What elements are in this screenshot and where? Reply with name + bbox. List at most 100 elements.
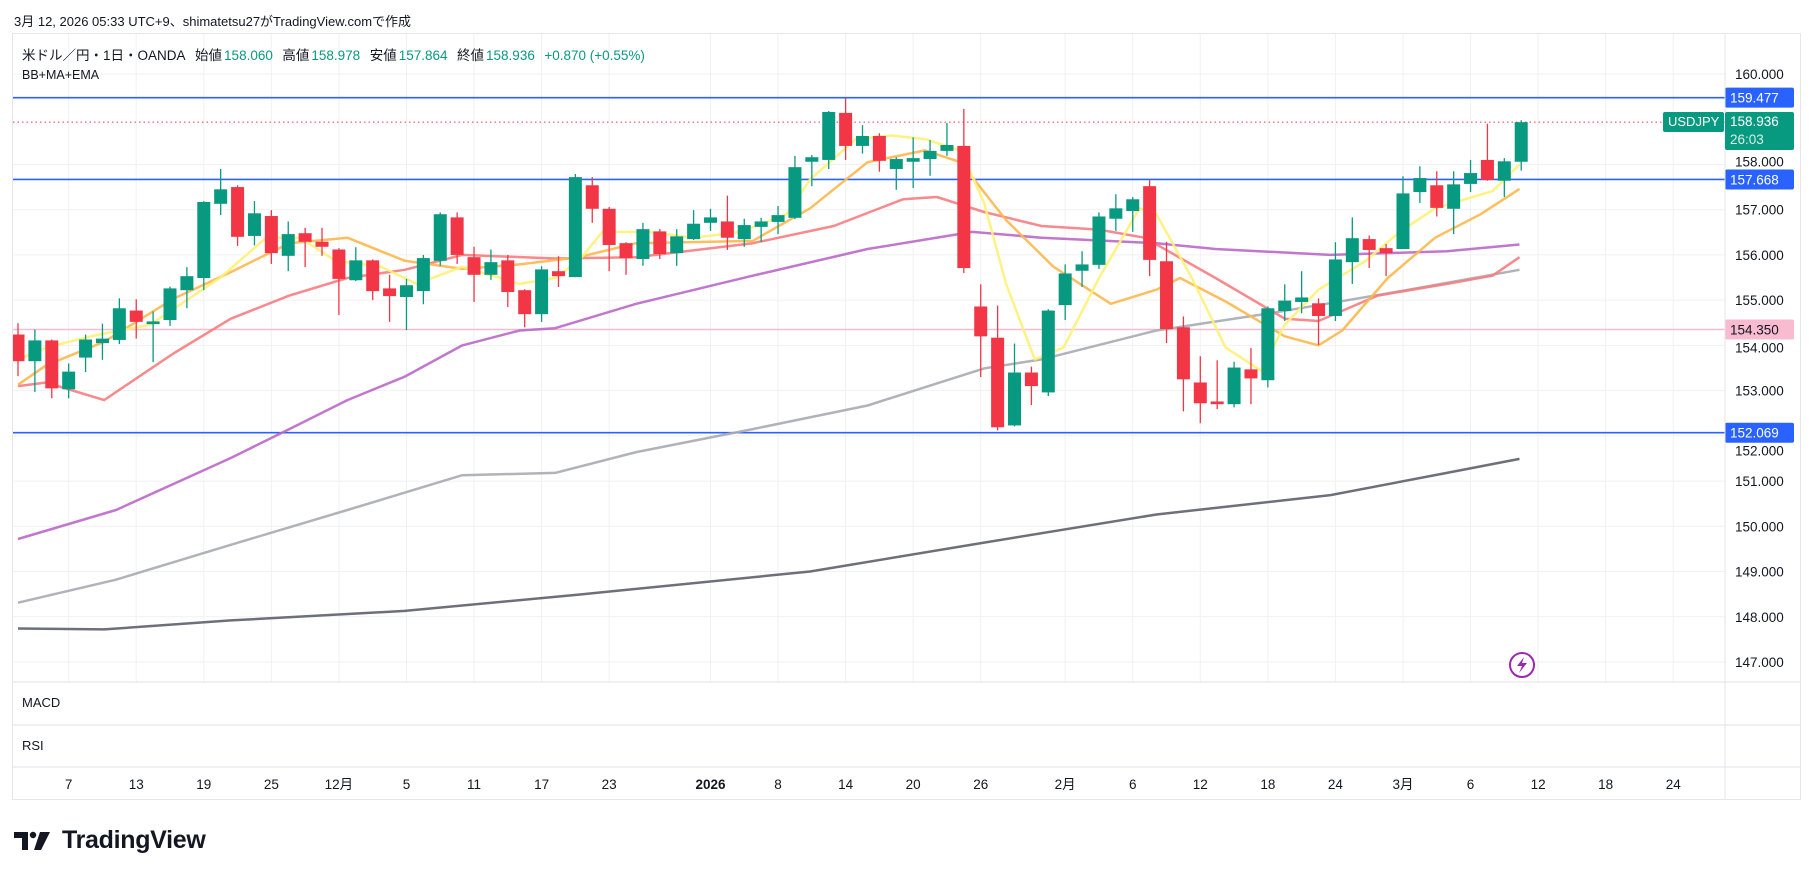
rsi-panel-label[interactable]: RSI — [22, 738, 44, 753]
candle-up — [889, 157, 903, 190]
candle-down — [231, 185, 245, 246]
candle-up — [1447, 171, 1461, 235]
price-axis[interactable]: 147.000 148.000 149.000 150.000 151.000 152.0… — [1725, 67, 1794, 670]
time-tick-label: 18 — [1598, 777, 1613, 792]
ohlc-legend: 米ドル／円・1日・OANDA 始値 158.060 高値 158.978 安値 157… — [22, 44, 647, 64]
candle-body — [636, 229, 650, 259]
candle-body — [653, 231, 667, 255]
candle-up — [1227, 361, 1241, 408]
candle-up — [535, 266, 549, 322]
candle-up — [906, 137, 920, 188]
candle-body — [974, 306, 988, 337]
candle-body — [180, 276, 194, 291]
time-tick-label: 12 — [1531, 777, 1546, 792]
grid-lines — [13, 34, 1725, 682]
candle-body — [788, 167, 802, 218]
time-axis[interactable]: 7 13 19 25 12月 5 11 17 23 2026 8 14 20 26 2月 6 12 18 24 3月 6… — [65, 777, 1681, 792]
macd-panel-label[interactable]: MACD — [22, 695, 61, 710]
time-tick-label: 20 — [906, 777, 921, 792]
candle-body — [1193, 382, 1207, 404]
candle-body — [366, 260, 380, 292]
candle-body — [518, 290, 532, 315]
candle-body — [129, 310, 143, 322]
price-tick-label: 158.000 — [1735, 154, 1784, 169]
candle-up — [737, 218, 751, 247]
candle-up — [1396, 176, 1410, 250]
open-value: 158.060 — [224, 48, 273, 63]
indicator-label[interactable]: BB+MA+EMA — [22, 68, 100, 82]
candle-body — [805, 157, 819, 162]
time-tick-label: 6 — [1129, 777, 1137, 792]
symbol-title[interactable]: 米ドル／円・1日・OANDA — [22, 48, 186, 63]
candle-body — [822, 111, 836, 160]
candle-up — [703, 208, 717, 231]
low-value: 157.864 — [398, 48, 448, 63]
candle-body — [1058, 273, 1072, 306]
candle-up — [1497, 158, 1511, 198]
candle-body — [1244, 369, 1258, 379]
price-tick-label: 149.000 — [1735, 565, 1784, 580]
candle-up — [822, 111, 836, 169]
candle-body — [585, 185, 599, 209]
candle-up — [349, 247, 363, 282]
candle-up — [940, 122, 954, 156]
candle-up — [197, 201, 211, 291]
time-tick-label: 2月 — [1055, 777, 1076, 792]
candle-body — [315, 241, 329, 247]
level-label: 159.477 — [1730, 91, 1779, 106]
candle-down — [551, 256, 565, 288]
candle-down — [1430, 171, 1444, 217]
time-tick-label: 25 — [264, 777, 279, 792]
time-tick-label: 3月 — [1392, 777, 1413, 792]
tradingview-logo[interactable]: TradingView — [14, 826, 206, 855]
high-value: 158.978 — [311, 48, 361, 63]
candle-body — [940, 145, 954, 151]
candle-down — [1362, 235, 1376, 269]
candle-body — [163, 288, 177, 321]
candle-body — [889, 159, 903, 169]
candle-body — [1464, 173, 1478, 184]
candle-body — [551, 271, 565, 277]
candle-up — [146, 311, 160, 363]
level-label-box — [1725, 87, 1794, 108]
close-value: 158.936 — [486, 48, 535, 63]
time-tick-label: 19 — [196, 777, 211, 792]
candle-body — [433, 214, 447, 261]
time-tick-label: 7 — [65, 777, 73, 792]
lightning-icon[interactable] — [1509, 652, 1535, 678]
candle-up — [788, 155, 802, 220]
time-tick-label: 23 — [602, 777, 617, 792]
candle-down — [653, 229, 667, 259]
high-label: 高値 — [282, 48, 310, 63]
time-tick-label: 24 — [1666, 777, 1682, 792]
close-label: 終値 — [457, 48, 485, 63]
candle-body — [28, 340, 42, 362]
price-tick-label: 156.000 — [1735, 248, 1784, 263]
price-tick-label: 147.000 — [1735, 655, 1784, 670]
candle-down — [1176, 316, 1190, 412]
time-tick-label: 8 — [774, 777, 782, 792]
candle-body — [484, 262, 498, 275]
ema-salmon-line — [17, 195, 1521, 402]
candle-up — [805, 154, 819, 187]
candle-up — [687, 210, 701, 240]
candle-body — [1447, 184, 1461, 209]
symbol-tag: USDJPY — [1663, 112, 1725, 132]
candle-down — [518, 289, 532, 328]
candle-down — [315, 227, 329, 256]
candle-body — [1261, 308, 1275, 381]
candle-body — [1379, 248, 1393, 254]
candle-body — [687, 223, 701, 240]
candle-body — [1396, 193, 1410, 250]
candle-body — [467, 257, 481, 275]
candle-body — [1278, 300, 1292, 312]
candle-down — [1312, 298, 1326, 345]
ma-purple-line — [17, 230, 1520, 541]
candle-body — [281, 234, 295, 256]
candle-up — [281, 221, 295, 272]
time-tick-label: 26 — [973, 777, 988, 792]
candle-up — [433, 212, 447, 266]
time-tick-label: 11 — [467, 777, 481, 792]
candle-up — [399, 278, 413, 331]
